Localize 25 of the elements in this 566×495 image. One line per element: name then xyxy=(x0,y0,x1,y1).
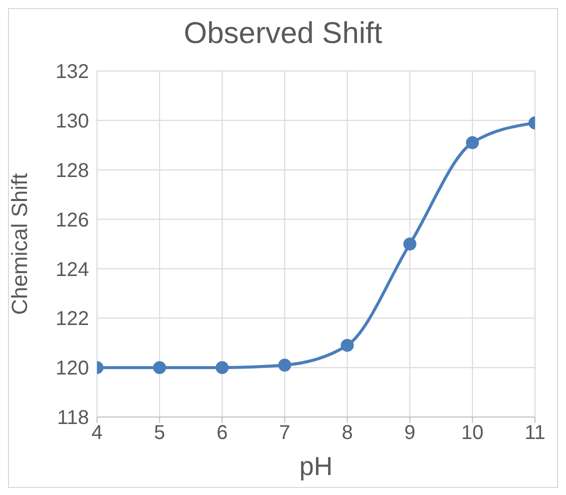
y-tick-label: 120 xyxy=(56,358,89,380)
x-tick-label: 6 xyxy=(216,422,228,444)
point xyxy=(278,358,292,372)
x-tick-label: 8 xyxy=(342,422,353,444)
y-tick-label: 122 xyxy=(56,308,89,330)
x-tick-label: 11 xyxy=(524,422,546,444)
chart-title: Observed Shift xyxy=(182,17,384,51)
x-tick-label: 4 xyxy=(91,422,103,444)
y-tick-label: 130 xyxy=(56,110,89,133)
y-axis-title: Chemical Shift xyxy=(6,173,32,315)
x-tick-label: 5 xyxy=(154,422,166,444)
y-tick-label: 128 xyxy=(56,160,89,182)
point xyxy=(403,238,416,250)
y-tick-label: 132 xyxy=(56,61,89,84)
y-tick-label: 126 xyxy=(56,209,89,232)
point xyxy=(153,361,166,374)
y-tick-label: 118 xyxy=(57,407,89,430)
point xyxy=(466,136,479,150)
x-tick-label: 10 xyxy=(461,422,484,444)
x-tick-label: 7 xyxy=(279,422,290,444)
x-axis-title: pH xyxy=(299,451,333,481)
point xyxy=(216,361,229,374)
point xyxy=(340,338,354,352)
y-tick-label: 124 xyxy=(56,258,89,281)
x-tick-label: 9 xyxy=(404,422,416,444)
